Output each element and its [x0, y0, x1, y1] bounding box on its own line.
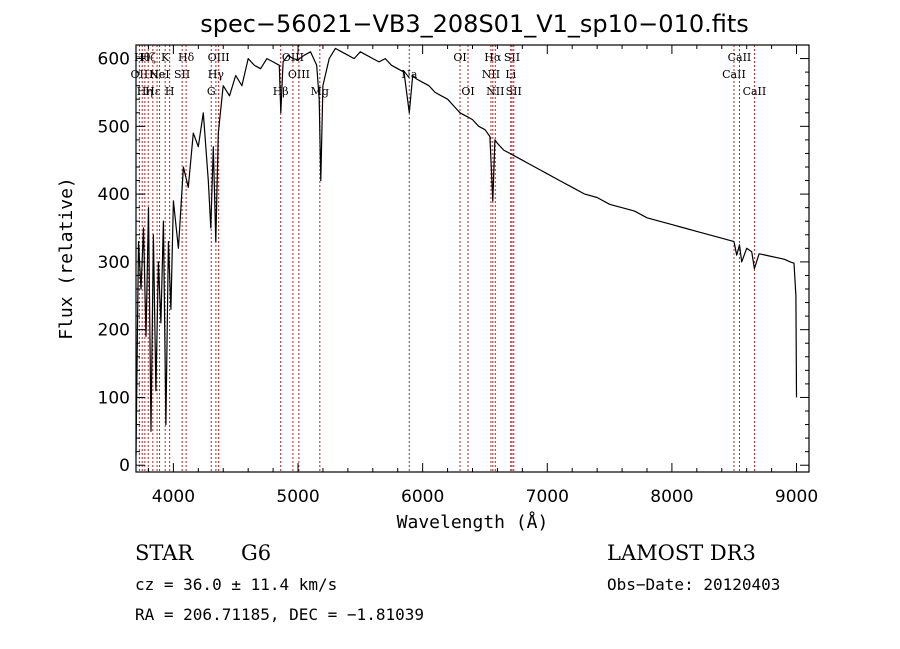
plot-frame [135, 44, 810, 473]
x-tick-label: 7000 [526, 487, 569, 507]
y-tick-label: 500 [98, 117, 130, 137]
line-label-hα: Hα [484, 51, 502, 64]
line-label-caii: CaII [743, 85, 767, 98]
line-label-sii: SII [174, 68, 190, 81]
redshift-velocity: cz = 36.0 ± 11.4 km/s [135, 575, 338, 594]
y-tick-label: 400 [98, 185, 130, 205]
line-label-hγ: Hγ [208, 68, 225, 81]
line-label-sii: SII [504, 51, 520, 64]
line-label-oii: OII [131, 68, 149, 81]
survey-label: LAMOST DR3 [607, 541, 756, 565]
chart-title: spec−56021−VB3_208S01_V1_sp10−010.fits [200, 10, 749, 38]
x-tick-label: 4000 [152, 487, 195, 507]
observation-date: Obs−Date: 20120403 [607, 575, 781, 594]
line-label-na: Na [401, 68, 418, 81]
line-label-mg: Mg [311, 85, 329, 98]
x-tick-label: 6000 [401, 487, 444, 507]
y-tick-label: 100 [98, 388, 130, 408]
line-label-g: G [207, 85, 216, 98]
line-label-hζ: Hζ [140, 51, 156, 64]
line-label-hδ: Hδ [178, 51, 195, 64]
object-subclass: G6 [241, 541, 272, 565]
line-label-nii: NII [482, 68, 500, 81]
x-tick-label: 9000 [775, 487, 818, 507]
line-label-caii: CaII [728, 51, 752, 64]
line-label-hθ: Hθ [134, 51, 151, 64]
y-tick-label: 0 [119, 456, 130, 476]
line-label-caii: CaII [722, 68, 746, 81]
line-label-hη: Hη [137, 85, 153, 98]
line-label-oi: OI [461, 85, 474, 98]
y-tick-label: 600 [98, 50, 130, 70]
line-label-oiii: OIII [208, 51, 230, 64]
x-tick-label: 8000 [650, 487, 693, 507]
x-axis-label: Wavelength (Å) [397, 511, 549, 533]
ra-dec-coordinates: RA = 206.71185, DEC = −1.81039 [135, 605, 424, 624]
x-tick-label: 5000 [276, 487, 319, 507]
y-tick-label: 300 [98, 253, 130, 273]
object-class: STAR [135, 541, 194, 565]
line-label-hε: Hε [145, 85, 161, 98]
line-label-oiii: OIII [288, 68, 310, 81]
line-label-oi: OI [453, 51, 466, 64]
line-label-k: K [161, 51, 170, 64]
line-label-hei: HeI [149, 68, 169, 81]
y-axis-label: Flux (relative) [56, 177, 77, 340]
line-label-sii: SII [506, 85, 522, 98]
line-label-li: Li [505, 68, 516, 81]
line-label-nii: NII [486, 85, 504, 98]
spectrum-line [135, 47, 798, 456]
y-tick-label: 200 [98, 321, 130, 341]
line-label-ne: Ne [149, 68, 165, 81]
line-label-h: H [165, 85, 175, 98]
